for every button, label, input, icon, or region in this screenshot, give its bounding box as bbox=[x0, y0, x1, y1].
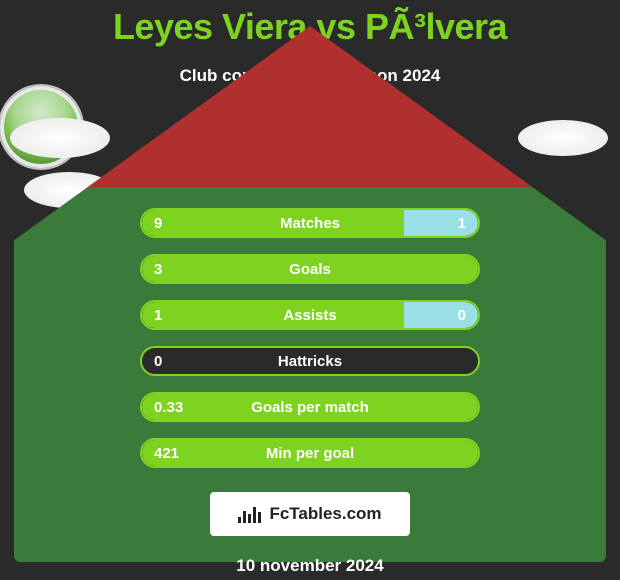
stat-row: 10Assists bbox=[140, 300, 480, 330]
stat-row: 0Hattricks bbox=[140, 346, 480, 376]
stats-bars-container: 91Matches 3Goals 10Assists 0Hattricks 0.33Go… bbox=[140, 208, 480, 468]
stat-row: 421Min per goal bbox=[140, 438, 480, 468]
stat-label: Assists bbox=[142, 307, 478, 324]
stat-row: 91Matches bbox=[140, 208, 480, 238]
comparison-date: 10 november 2024 bbox=[0, 556, 620, 576]
stat-label: Goals bbox=[142, 261, 478, 278]
stat-row: 0.33Goals per match bbox=[140, 392, 480, 422]
brand-bar-icon bbox=[238, 505, 261, 523]
player1-badge-top bbox=[10, 118, 110, 158]
brand-box[interactable]: FcTables.com bbox=[210, 492, 410, 536]
stat-row: 3Goals bbox=[140, 254, 480, 284]
stat-label: Hattricks bbox=[142, 353, 478, 370]
stat-label: Goals per match bbox=[142, 399, 478, 416]
stat-label: Matches bbox=[142, 215, 478, 232]
brand-label: FcTables.com bbox=[269, 504, 381, 524]
player2-badge-top bbox=[518, 120, 608, 156]
stat-label: Min per goal bbox=[142, 445, 478, 462]
